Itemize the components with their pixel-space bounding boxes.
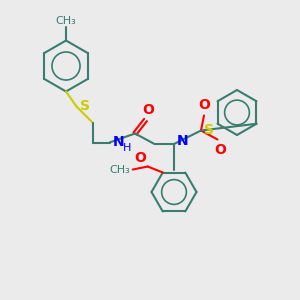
- Text: CH₃: CH₃: [110, 164, 130, 175]
- Text: O: O: [214, 143, 226, 157]
- Text: N: N: [176, 134, 188, 148]
- Text: N: N: [112, 136, 124, 149]
- Text: O: O: [134, 151, 146, 165]
- Text: O: O: [142, 103, 154, 117]
- Text: O: O: [198, 98, 210, 112]
- Text: S: S: [204, 124, 214, 137]
- Text: H: H: [123, 143, 131, 153]
- Text: S: S: [80, 100, 90, 113]
- Text: CH₃: CH₃: [56, 16, 76, 26]
